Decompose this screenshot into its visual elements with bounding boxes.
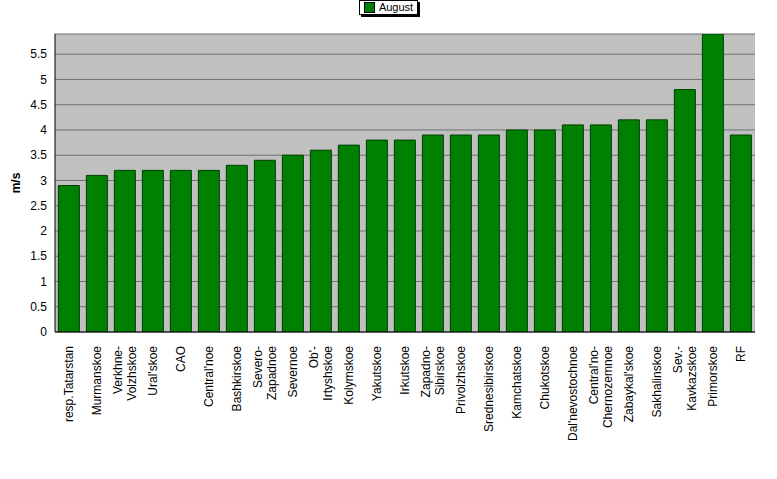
svg-text:Sibirskoe: Sibirskoe [433, 346, 447, 396]
svg-text:3.5: 3.5 [30, 148, 47, 162]
svg-text:0.5: 0.5 [30, 300, 47, 314]
svg-text:Bashkirskoe: Bashkirskoe [230, 346, 244, 412]
svg-text:2.5: 2.5 [30, 199, 47, 213]
svg-text:1.5: 1.5 [30, 249, 47, 263]
svg-text:m/s: m/s [9, 172, 23, 193]
svg-text:4: 4 [40, 123, 47, 137]
svg-text:Zabaykal'skoe: Zabaykal'skoe [622, 346, 636, 423]
svg-text:Primorskoe: Primorskoe [706, 346, 720, 407]
svg-text:Yakutskoe: Yakutskoe [370, 346, 384, 401]
svg-text:5.5: 5.5 [30, 47, 47, 61]
html-text:August: August [378, 1, 414, 13]
svg-text:1: 1 [40, 275, 47, 289]
svg-text:2: 2 [40, 224, 47, 238]
svg-text:Kolymskoe: Kolymskoe [342, 346, 356, 405]
svg-text:Severo-: Severo- [251, 346, 265, 388]
svg-text:Chernozemnoe: Chernozemnoe [601, 346, 615, 428]
svg-text:Central'no-: Central'no- [587, 346, 601, 404]
svg-text:0: 0 [40, 325, 47, 339]
svg-text:4.5: 4.5 [30, 98, 47, 112]
svg-text:Irtyshskoe: Irtyshskoe [321, 346, 335, 401]
svg-text:RF: RF [734, 346, 748, 362]
svg-text:Severnoe: Severnoe [286, 346, 300, 398]
svg-text:Verkhne-: Verkhne- [111, 346, 125, 394]
svg-text:Zapadnoe: Zapadnoe [265, 346, 279, 400]
svg-text:Ob'-: Ob'- [307, 346, 321, 368]
svg-text:5: 5 [40, 73, 47, 87]
svg-text:Zapadno-: Zapadno- [419, 346, 433, 397]
svg-text:Srednesibirskoe: Srednesibirskoe [482, 346, 496, 432]
svg-text:resp.Tatarstan: resp.Tatarstan [62, 346, 76, 422]
svg-text:3: 3 [40, 174, 47, 188]
svg-text:Privolzhskoe: Privolzhskoe [454, 346, 468, 414]
svg-text:Sev.-: Sev.- [671, 346, 685, 373]
svg-text:Ural'skoe: Ural'skoe [146, 346, 160, 396]
svg-text:Murmanskoe: Murmanskoe [90, 346, 104, 416]
svg-text:Chukotskoe: Chukotskoe [538, 346, 552, 410]
svg-text:Irkutskoe: Irkutskoe [398, 346, 412, 395]
svg-text:CAO: CAO [174, 346, 188, 372]
svg-text:Sakhalinskoe: Sakhalinskoe [650, 346, 664, 418]
svg-text:Kavkazskoe: Kavkazskoe [685, 346, 699, 411]
svg-text:Kamchatskoe: Kamchatskoe [510, 346, 524, 419]
svg-text:Volzhskoe: Volzhskoe [125, 346, 139, 401]
svg-text:Central'noe: Central'noe [202, 346, 216, 407]
svg-text:Dal'nevostochnoe: Dal'nevostochnoe [566, 346, 580, 441]
